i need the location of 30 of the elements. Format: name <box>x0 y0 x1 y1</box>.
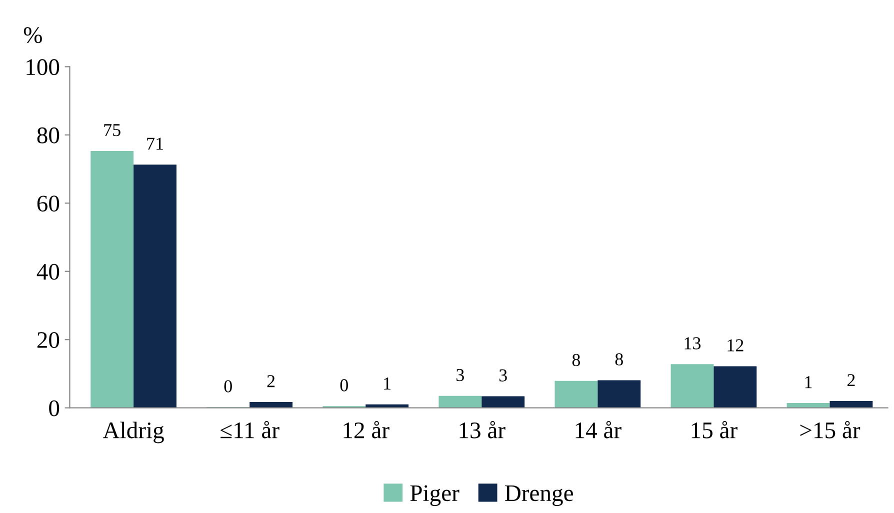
data-label: 3 <box>456 368 464 382</box>
y-tick-label: 60 <box>37 196 60 212</box>
x-tick-label: 14 år <box>576 421 622 438</box>
y-tick-label: 40 <box>36 264 60 280</box>
data-label: 8 <box>615 353 623 366</box>
data-label: 0 <box>340 379 348 392</box>
data-label: 75 <box>104 124 120 136</box>
x-tick-label: Aldrig <box>102 422 164 444</box>
data-label: 2 <box>267 375 275 388</box>
data-label: 2 <box>847 374 855 386</box>
y-axis-title: % <box>24 27 42 44</box>
data-label: 8 <box>572 354 580 366</box>
data-label: 1 <box>384 378 391 390</box>
x-tick-label: >15 år <box>800 421 860 438</box>
x-tick-label: 15 år <box>692 421 738 438</box>
x-tick-label: 13 år <box>460 421 506 438</box>
data-label: 71 <box>147 138 163 150</box>
x-tick-label: ≤11 år <box>220 421 280 438</box>
y-tick-label: 20 <box>37 332 60 348</box>
data-label: 3 <box>499 369 507 382</box>
y-tick-label: 100 <box>26 59 60 76</box>
data-label: 13 <box>684 337 701 350</box>
y-tick-label: 0 <box>49 400 60 416</box>
y-tick-label: 80 <box>37 127 60 144</box>
data-label: 12 <box>728 339 744 352</box>
data-label: 0 <box>224 380 232 392</box>
x-tick-label: 12 år <box>344 421 390 438</box>
legend-label: Drenge <box>505 485 573 506</box>
data-label: 1 <box>805 376 812 388</box>
legend-label: Piger <box>410 485 460 506</box>
